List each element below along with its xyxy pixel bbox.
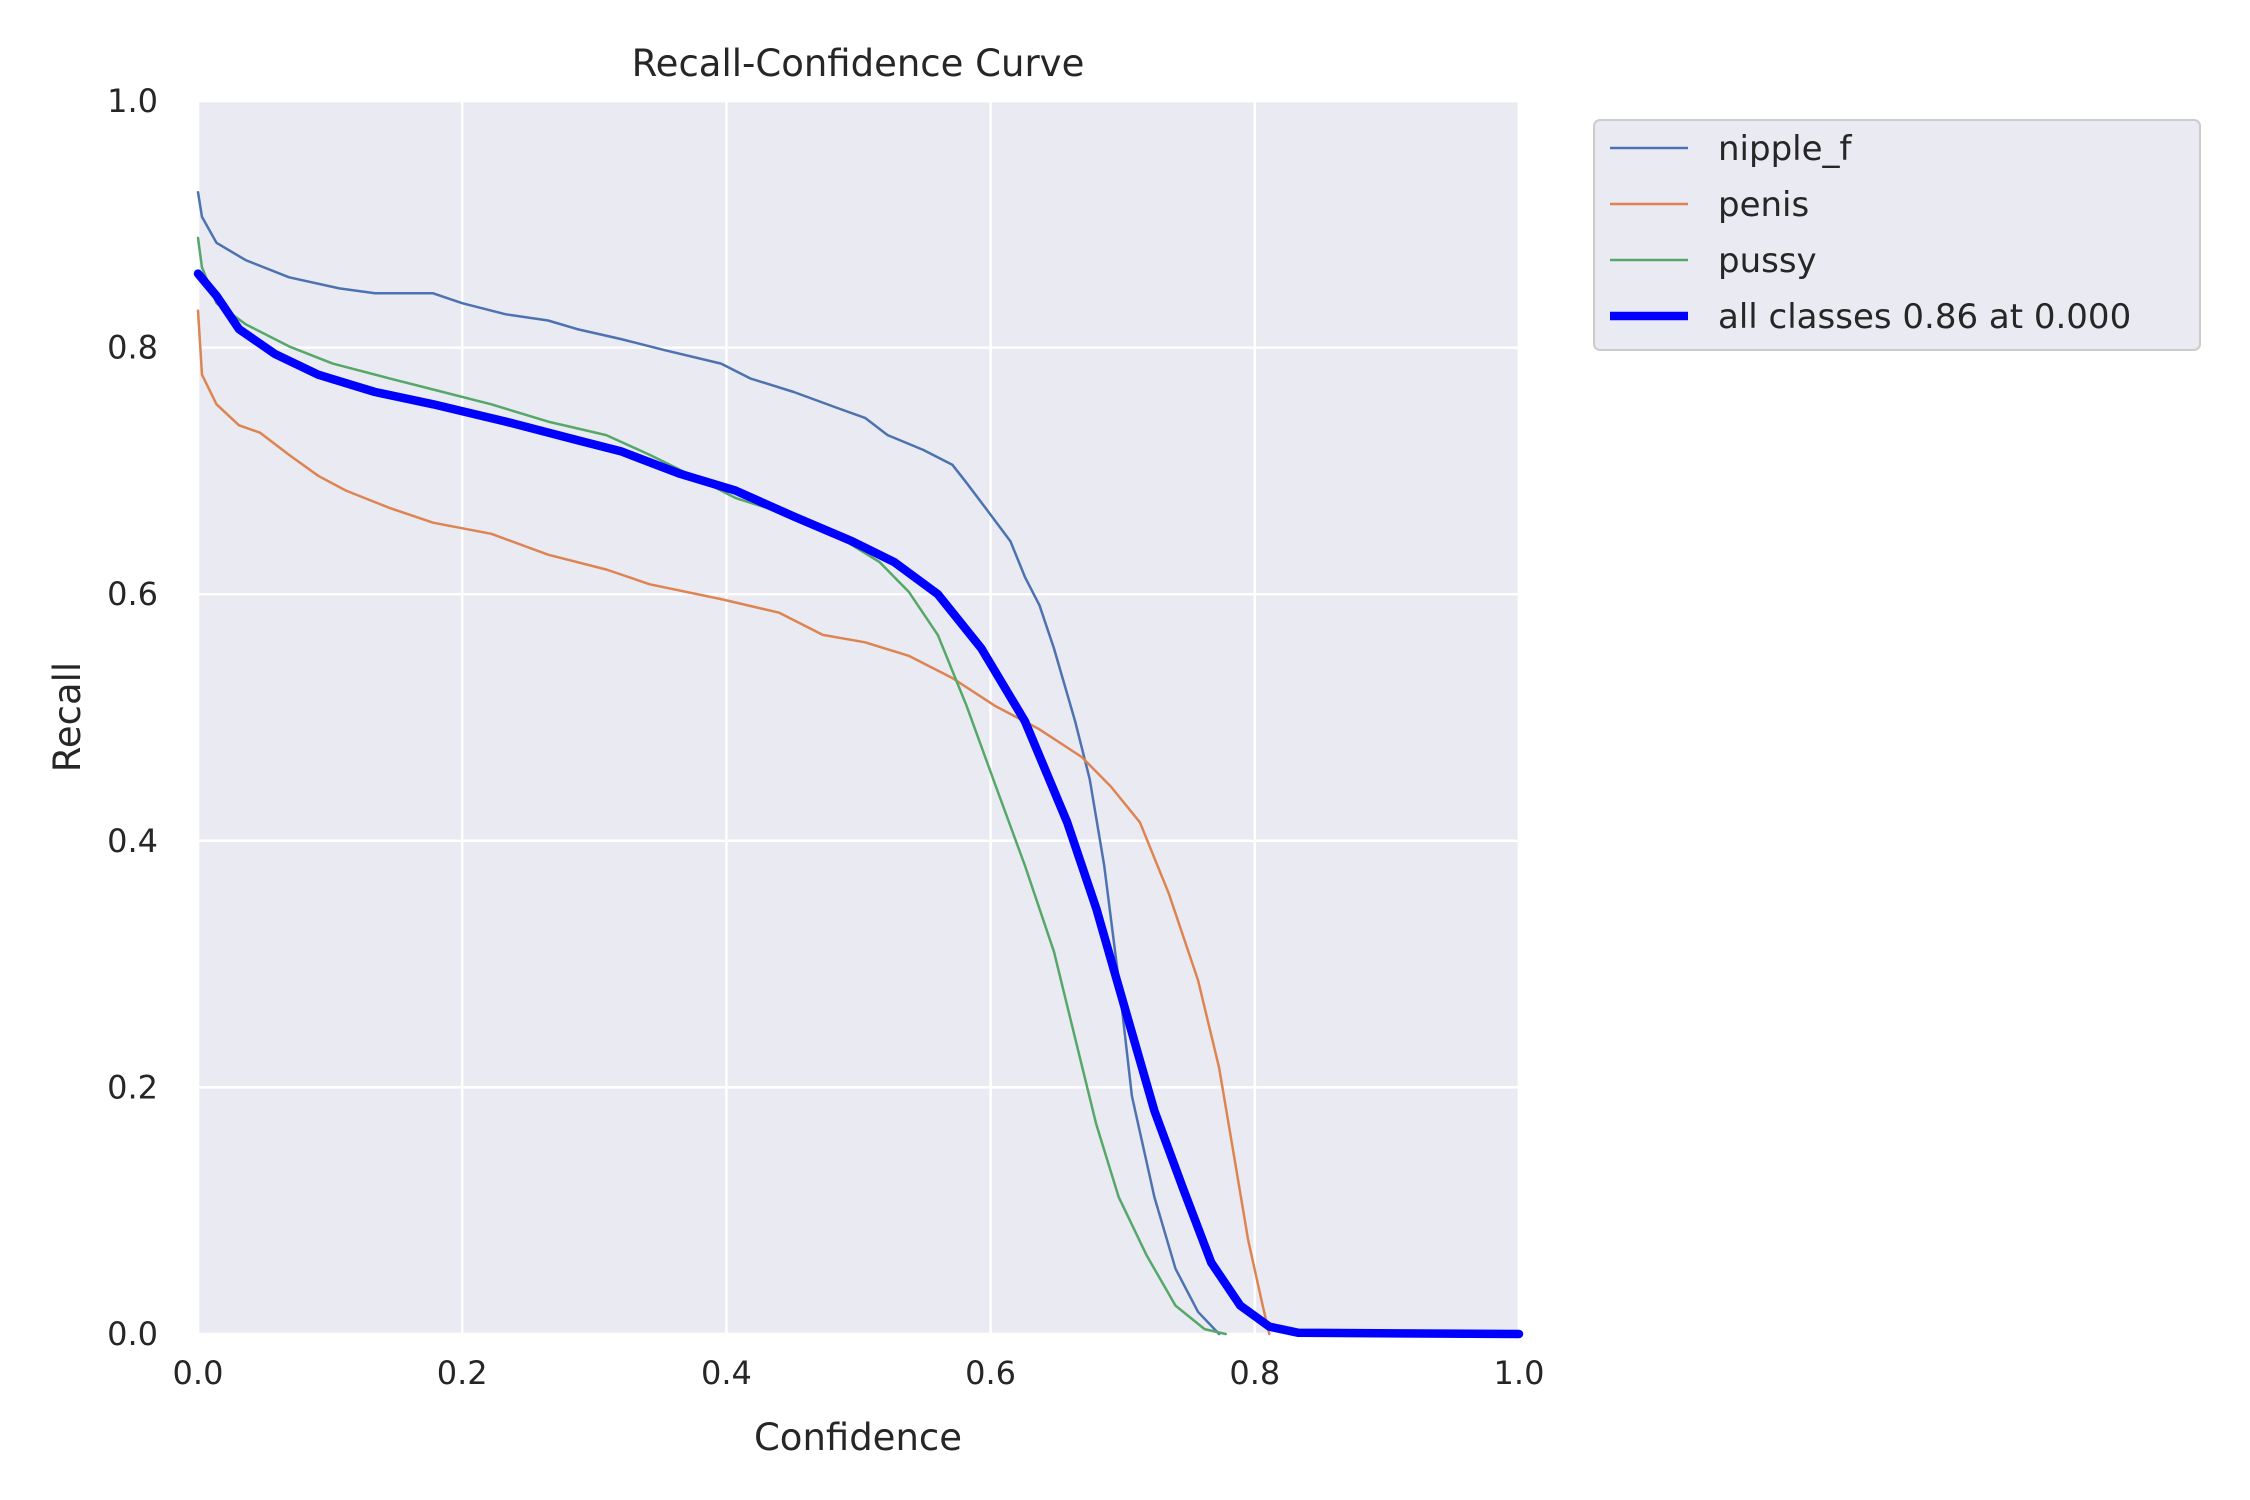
y-tick-label: 0.6 xyxy=(107,575,158,613)
y-tick-label: 0.8 xyxy=(107,329,158,367)
series-lines xyxy=(193,190,1524,1339)
x-tick-label: 0.8 xyxy=(1229,1354,1280,1392)
x-tick-label: 0.2 xyxy=(437,1354,488,1392)
x-tick-label: 0.4 xyxy=(701,1354,752,1392)
legend-label-all: all classes 0.86 at 0.000 xyxy=(1718,297,2131,337)
y-tick-label: 0.2 xyxy=(107,1068,158,1106)
x-tick-label: 1.0 xyxy=(1494,1354,1545,1392)
chart-title: Recall-Confidence Curve xyxy=(632,42,1085,85)
legend-box xyxy=(1593,119,2201,351)
x-tick-labels: 0.0 0.2 0.4 0.6 0.8 1.0 xyxy=(173,1354,1545,1392)
series-line-penis xyxy=(196,309,1271,1336)
series-line-nipple-f xyxy=(196,190,1221,1336)
x-tick-label: 0.6 xyxy=(965,1354,1016,1392)
x-tick-label: 0.0 xyxy=(173,1354,224,1392)
y-tick-label: 1.0 xyxy=(107,82,158,120)
plot-background xyxy=(198,101,1519,1334)
y-tick-label: 0.0 xyxy=(107,1315,158,1353)
legend-label-pussy: pussy xyxy=(1718,241,1817,281)
y-tick-labels: 0.0 0.2 0.4 0.6 0.8 1.0 xyxy=(107,82,158,1353)
legend-label-penis: penis xyxy=(1718,185,1809,225)
x-axis-label: Confidence xyxy=(754,1416,962,1459)
legend-label-nipple-f: nipple_f xyxy=(1718,129,1853,169)
series-line-all xyxy=(193,269,1524,1339)
y-axis-label: Recall xyxy=(46,662,89,772)
grid xyxy=(196,99,1521,1336)
y-tick-label: 0.4 xyxy=(107,822,158,860)
